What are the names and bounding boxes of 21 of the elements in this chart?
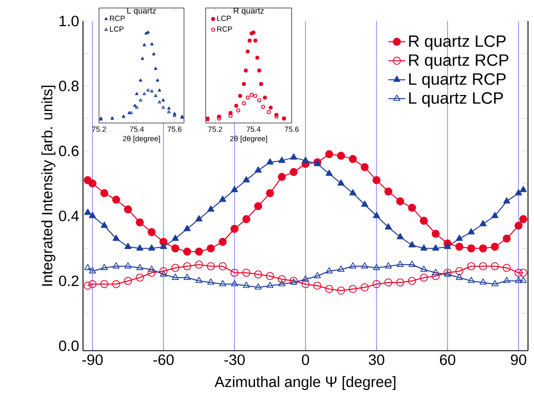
x-tick-label: 90 xyxy=(510,354,526,366)
x-tick-label: 60 xyxy=(440,354,456,366)
y-tick-label: 1.0 xyxy=(60,16,79,26)
chart-title: L quartz xyxy=(127,8,156,16)
x-tick-label: 0 xyxy=(302,354,310,366)
x-tick-label: -30 xyxy=(224,354,245,366)
y-tick-label: 0.8 xyxy=(59,80,79,92)
y-tick-label: 0.0 xyxy=(59,340,79,352)
x-tick-label: -90 xyxy=(82,354,103,366)
x-axis-title: Azimuthal angle Ψ [degree] xyxy=(214,376,396,390)
y-tick-label: 0.2 xyxy=(59,276,78,286)
y-tick-label: 0.6 xyxy=(59,146,79,156)
chart-title: R quartz xyxy=(234,8,264,16)
legend-label: R quartz RCP xyxy=(409,54,508,70)
legend-label: L quartz LCP xyxy=(409,92,503,108)
legend-label: L quartz RCP xyxy=(409,73,506,88)
y-axis-title: Integrated Intensity [arb. units] xyxy=(41,86,56,286)
legend-label: R quartz LCP xyxy=(409,35,506,50)
x-tick-label: -60 xyxy=(153,354,174,366)
y-tick-label: 0.4 xyxy=(59,210,79,222)
x-tick-label: 30 xyxy=(368,354,384,366)
